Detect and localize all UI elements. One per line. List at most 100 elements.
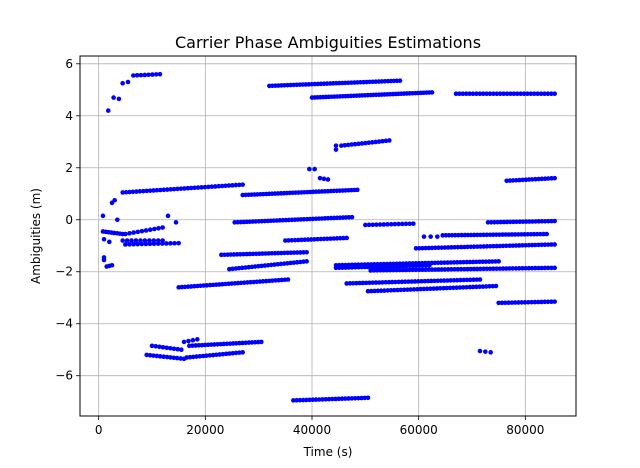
- data-point: [356, 264, 361, 270]
- data-point: [474, 284, 479, 290]
- data-point: [529, 299, 534, 305]
- data-point: [363, 280, 369, 286]
- data-point: [131, 241, 136, 247]
- data-point: [349, 142, 354, 147]
- data-point: [487, 243, 493, 249]
- data-point: [453, 91, 459, 96]
- data-point: [190, 337, 196, 343]
- data-point: [341, 235, 346, 241]
- data-point: [445, 260, 450, 265]
- data-point: [199, 185, 204, 190]
- data-point: [151, 238, 157, 243]
- data-point: [380, 280, 385, 285]
- data-point: [381, 222, 387, 227]
- data-point: [461, 277, 467, 283]
- data-point: [223, 183, 228, 189]
- data-point: [142, 238, 148, 243]
- data-point: [391, 287, 397, 293]
- data-point: [510, 266, 515, 271]
- y-tick-label: 0: [65, 213, 73, 227]
- data-point: [439, 267, 444, 272]
- data-point: [101, 236, 107, 242]
- data-point: [427, 262, 432, 268]
- data-point: [182, 186, 187, 191]
- data-point: [477, 259, 482, 265]
- data-point: [477, 284, 482, 290]
- data-point: [226, 183, 232, 188]
- data-point: [157, 354, 163, 359]
- data-point: [467, 259, 473, 265]
- data-point: [448, 278, 454, 283]
- data-point: [349, 214, 355, 220]
- data-point: [494, 266, 499, 271]
- y-tick-label: −2: [55, 265, 73, 279]
- data-point: [317, 397, 322, 402]
- data-point: [394, 267, 399, 273]
- data-point: [336, 265, 342, 271]
- data-point: [212, 184, 218, 189]
- data-point: [304, 397, 309, 403]
- data-point: [168, 355, 173, 360]
- data-point: [429, 90, 435, 95]
- data-point: [507, 266, 512, 271]
- data-point: [500, 243, 506, 249]
- data-point: [532, 299, 538, 305]
- data-point: [310, 397, 316, 403]
- data-point: [470, 259, 476, 265]
- data-point: [352, 395, 358, 401]
- data-point: [153, 344, 158, 349]
- data-point: [373, 139, 378, 145]
- data-point: [460, 91, 466, 96]
- data-point: [413, 246, 419, 251]
- data-point: [240, 182, 245, 187]
- data-point: [138, 238, 143, 243]
- data-point: [374, 222, 379, 227]
- x-tick-label: 0: [95, 423, 103, 437]
- data-point: [435, 278, 441, 284]
- data-point: [474, 244, 480, 249]
- data-point: [422, 278, 428, 284]
- data-point: [165, 213, 171, 219]
- data-point: [147, 238, 152, 243]
- data-point: [484, 266, 490, 272]
- data-point: [429, 245, 435, 251]
- data-point: [442, 267, 448, 272]
- x-tick-label: 40000: [293, 423, 331, 437]
- data-point: [487, 266, 493, 272]
- data-point: [455, 266, 461, 272]
- data-point: [438, 278, 444, 283]
- data-point: [297, 397, 303, 403]
- data-point: [378, 264, 384, 269]
- data-point: [178, 356, 183, 361]
- data-point: [416, 245, 422, 251]
- data-point: [533, 242, 538, 248]
- data-point: [468, 244, 474, 250]
- data-point: [143, 228, 149, 233]
- data-point: [127, 231, 132, 236]
- x-tick-label: 60000: [400, 423, 438, 437]
- data-point: [240, 350, 245, 355]
- data-point: [516, 266, 522, 271]
- data-point: [420, 263, 426, 268]
- data-point: [374, 268, 380, 273]
- data-point: [447, 285, 453, 291]
- data-point: [376, 139, 382, 144]
- data-point: [399, 279, 405, 285]
- data-point: [388, 221, 394, 227]
- data-point: [153, 72, 159, 77]
- data-point: [155, 238, 161, 243]
- data-point: [518, 91, 523, 96]
- data-point: [112, 197, 117, 203]
- data-point: [161, 354, 166, 359]
- data-point: [433, 245, 438, 251]
- data-point: [457, 91, 462, 96]
- data-point: [435, 234, 440, 239]
- data-point: [533, 265, 538, 271]
- data-point: [127, 242, 132, 247]
- data-point: [384, 267, 390, 273]
- data-point: [329, 396, 335, 402]
- data-point: [333, 143, 339, 148]
- data-point: [344, 281, 349, 286]
- data-point: [190, 354, 196, 360]
- data-point: [197, 353, 203, 359]
